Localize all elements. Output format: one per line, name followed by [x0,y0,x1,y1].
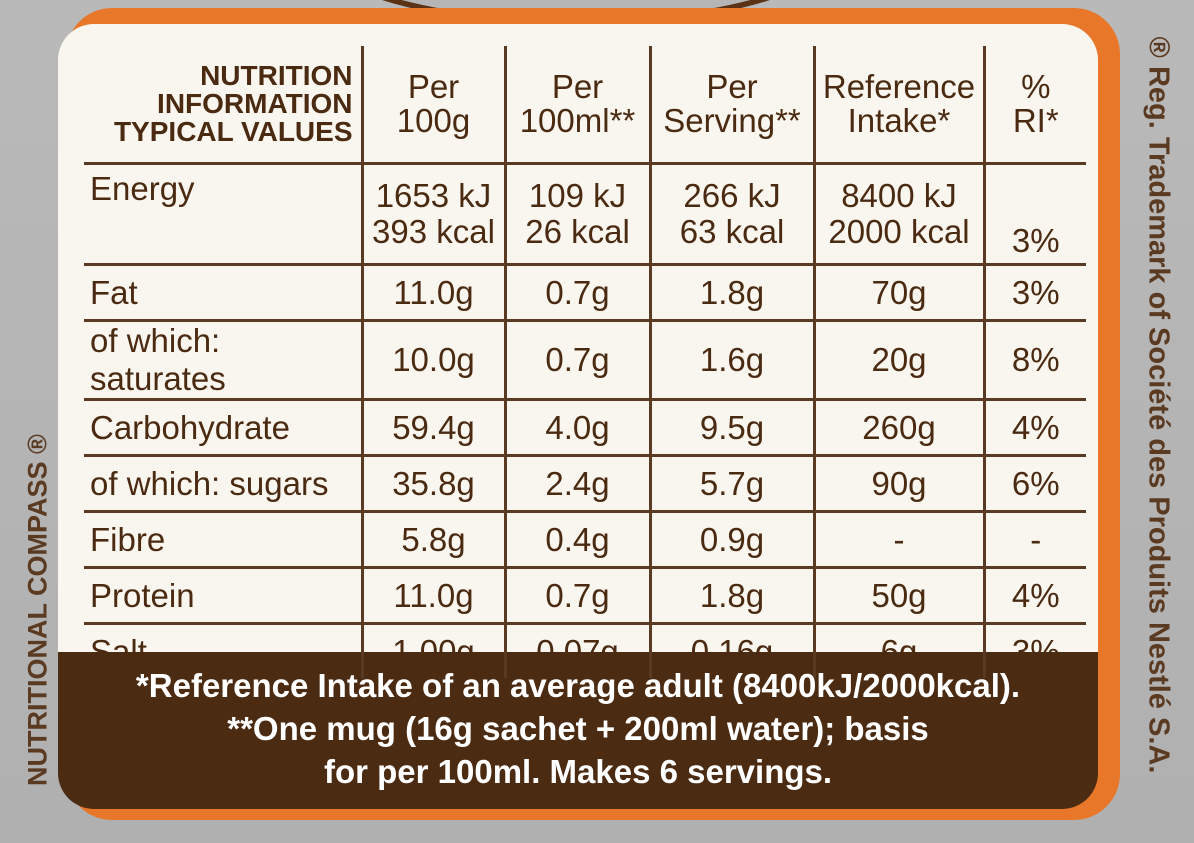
nutrient-name: Protein [84,566,364,624]
value-percent-ri: 3% [984,263,1086,321]
table-row-fat: Fat 11.0g 0.7g 1.8g 70g 3% [84,263,1086,321]
value-reference-intake: 8400 kJ 2000 kcal [814,162,986,265]
table-row-saturates: of which: saturates 10.0g 0.7g 1.6g 20g … [84,319,1086,400]
nutrient-name: of which: sugars [84,454,364,512]
value-reference-intake: 50g [814,566,986,624]
value-reference-intake: 260g [814,398,986,456]
value-percent-ri: 3% [984,162,1086,265]
table-row-salt: Salt 1.00g 0.07g 0.16g 6g 3% [84,622,1086,678]
trademark-notice: ® Reg. Trademark of Société des Produits… [1142,36,1175,774]
value-per-serving: 0.16g [650,622,816,678]
footnotes: *Reference Intake of an average adult (8… [58,664,1098,793]
value-per-100g: 11.0g [362,566,507,624]
nutrient-name: Carbohydrate [84,398,364,456]
value-reference-intake: 70g [814,263,986,321]
header-per-100ml: Per 100ml** [505,46,652,165]
value-per-100g: 59.4g [362,398,507,456]
value-per-100g: 1653 kJ 393 kcal [362,162,507,265]
value-percent-ri: 3% [984,622,1086,678]
table-row-fibre: Fibre 5.8g 0.4g 0.9g - - [84,510,1086,568]
value-per-100ml: 4.0g [505,398,652,456]
nutrient-name: Fibre [84,510,364,568]
value-percent-ri: - [984,510,1086,568]
footnote-serving-line-2: for per 100ml. Makes 6 servings. [323,753,833,790]
value-reference-intake: 6g [814,622,986,678]
nutritional-compass-label: NUTRITIONAL COMPASS ® [22,434,53,786]
nutrient-name: Energy [84,162,364,265]
nutrition-label: NUTRITION INFORMATION TYPICAL VALUES Per… [58,24,1098,809]
value-per-100g: 35.8g [362,454,507,512]
nutrient-name: Fat [84,263,364,321]
value-per-100ml: 109 kJ 26 kcal [505,162,652,265]
value-per-100g: 11.0g [362,263,507,321]
footnote-serving-line-1: **One mug (16g sachet + 200ml water); ba… [227,710,929,747]
value-per-serving: 266 kJ 63 kcal [650,162,816,265]
header-per-serving: Per Serving** [650,46,816,165]
nutrition-table: NUTRITION INFORMATION TYPICAL VALUES Per… [84,46,1086,678]
table-row-protein: Protein 11.0g 0.7g 1.8g 50g 4% [84,566,1086,624]
value-per-serving: 9.5g [650,398,816,456]
value-per-serving: 1.6g [650,319,816,400]
header-per-100g: Per 100g [362,46,507,165]
value-per-100ml: 0.7g [505,566,652,624]
header-typical-values: NUTRITION INFORMATION TYPICAL VALUES [84,46,364,165]
nutrient-name: Salt [84,622,364,678]
value-per-100g: 1.00g [362,622,507,678]
value-percent-ri: 4% [984,398,1086,456]
value-per-100g: 5.8g [362,510,507,568]
header-reference-intake: Reference Intake* [814,46,986,165]
value-per-serving: 1.8g [650,263,816,321]
table-header-row: NUTRITION INFORMATION TYPICAL VALUES Per… [84,46,1086,165]
value-percent-ri: 6% [984,454,1086,512]
value-per-100ml: 0.4g [505,510,652,568]
value-percent-ri: 8% [984,319,1086,400]
table-row-sugars: of which: sugars 35.8g 2.4g 5.7g 90g 6% [84,454,1086,512]
value-per-100ml: 0.7g [505,263,652,321]
value-reference-intake: - [814,510,986,568]
nutrient-name: of which: saturates [84,319,364,400]
header-percent-ri: % RI* [984,46,1086,165]
value-reference-intake: 20g [814,319,986,400]
value-percent-ri: 4% [984,566,1086,624]
footnote-reference-intake: *Reference Intake of an average adult (8… [135,667,1021,704]
value-per-serving: 1.8g [650,566,816,624]
value-per-100ml: 0.07g [505,622,652,678]
footnote-background [58,652,1098,809]
value-per-100ml: 2.4g [505,454,652,512]
value-per-100g: 10.0g [362,319,507,400]
value-per-100ml: 0.7g [505,319,652,400]
table-row-carbohydrate: Carbohydrate 59.4g 4.0g 9.5g 260g 4% [84,398,1086,456]
value-per-serving: 5.7g [650,454,816,512]
value-per-serving: 0.9g [650,510,816,568]
value-reference-intake: 90g [814,454,986,512]
table-row-energy: Energy 1653 kJ 393 kcal 109 kJ 26 kcal 2… [84,162,1086,265]
